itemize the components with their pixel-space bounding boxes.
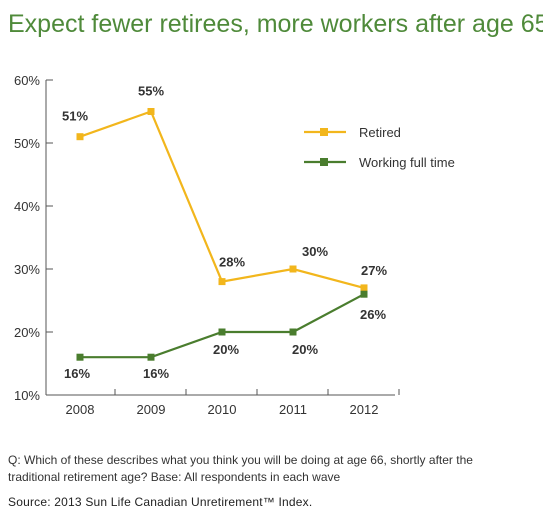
y-tick-label: 10% [14,388,40,403]
y-tick-label: 30% [14,262,40,277]
data-point [289,328,297,336]
legend-marker [320,128,328,136]
data-point [147,108,155,115]
data-label: 27% [361,263,387,278]
x-tick-label: 2011 [279,402,307,417]
data-label: 16% [64,366,90,381]
data-label: 28% [219,255,245,270]
x-tick-label: 2008 [66,402,95,417]
data-point [360,284,368,292]
data-point [360,290,368,298]
data-point [76,133,84,141]
data-label: 26% [360,307,386,322]
legend-label: Working full time [359,155,455,170]
y-tick-label: 40% [14,199,40,214]
data-label: 16% [143,366,169,381]
line-chart: 10% 20% 30% 40% 50% 60% 2008 2009 2010 2011 2012 51… [14,73,455,417]
data-label: 30% [302,244,328,259]
data-point [147,353,155,361]
data-label: 55% [138,84,164,99]
data-point [218,278,226,286]
y-tick-label: 50% [14,136,40,151]
y-tick-label: 20% [14,325,40,340]
x-tick-label: 2009 [137,402,166,417]
data-label: 51% [62,109,88,124]
source-note: Source: 2013 Sun Life Canadian Unretirem… [8,495,313,509]
x-tick-label: 2012 [350,402,379,417]
legend-marker [320,158,328,166]
data-label: 20% [292,342,318,357]
y-tick-label: 60% [14,73,40,88]
data-label: 20% [213,342,239,357]
x-tick-label: 2010 [208,402,237,417]
chart-title: Expect fewer retirees, more workers afte… [8,10,543,38]
legend-label: Retired [359,125,401,140]
survey-question-note: Q: Which of these describes what you thi… [8,453,473,484]
data-point [289,265,297,273]
data-point [76,353,84,361]
data-point [218,328,226,336]
